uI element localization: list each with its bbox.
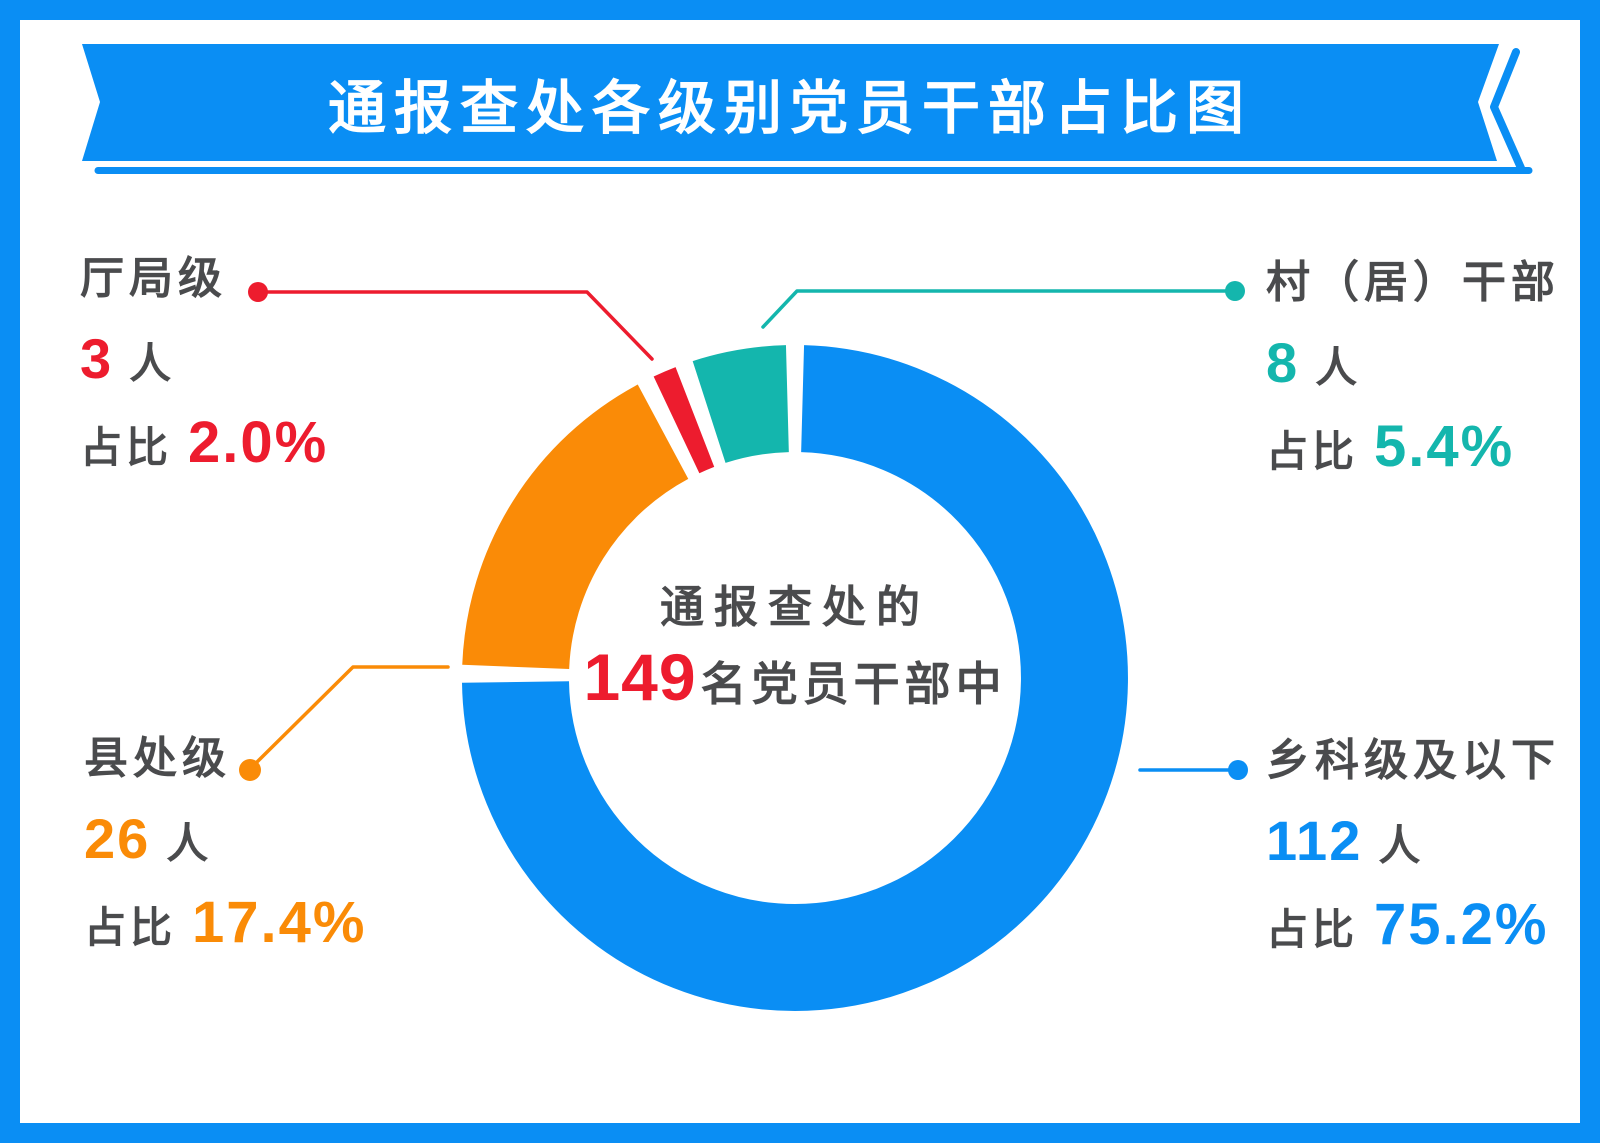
callout-xianchuji: 县处级 26 人 占比 17.4% — [84, 732, 366, 961]
callout-pct: 75.2% — [1374, 892, 1549, 957]
leader-blue — [1138, 760, 1248, 780]
center-total-number: 149 — [583, 640, 697, 714]
callout-unit: 人 — [1315, 344, 1358, 391]
donut-center-label: 通报查处的 149名党员干部中 — [495, 582, 1095, 719]
callout-name: 厅局级 — [80, 254, 227, 303]
title-banner — [82, 44, 1533, 174]
leader-red — [248, 282, 654, 361]
leader-dot-orange — [239, 759, 261, 781]
leader-teal — [761, 281, 1245, 329]
callout-count-row: 112 人 — [1266, 809, 1560, 878]
callout-pct: 2.0% — [188, 410, 329, 475]
callout-unit: 人 — [129, 340, 172, 387]
callout-unit: 人 — [1378, 822, 1421, 869]
callout-count: 26 — [84, 807, 151, 870]
page-title: 通报查处各级别党员干部占比图 — [327, 75, 1252, 141]
center-total-line: 149名党员干部中 — [495, 642, 1095, 719]
callout-pct-row: 占比 5.4% — [1266, 414, 1560, 485]
callout-count-row: 8 人 — [1266, 331, 1560, 400]
callout-xiangkeji: 乡科级及以下 112 人 占比 75.2% — [1266, 734, 1560, 963]
callout-count: 8 — [1266, 331, 1300, 394]
callout-pct-row: 占比 75.2% — [1266, 892, 1560, 963]
center-intro: 通报查处的 — [660, 583, 930, 632]
callout-tingjuji: 厅局级 3 人 占比 2.0% — [80, 252, 328, 481]
callout-count: 112 — [1266, 809, 1363, 872]
callout-cunju-ganbu: 村（居）干部 8 人 占比 5.4% — [1266, 256, 1560, 485]
callout-count-row: 26 人 — [84, 807, 366, 876]
center-suffix: 名党员干部中 — [700, 658, 1007, 710]
leader-dot-blue — [1228, 760, 1248, 780]
callout-pct: 5.4% — [1374, 414, 1515, 479]
callout-name: 县处级 — [84, 734, 231, 783]
callout-count: 3 — [80, 327, 114, 390]
callout-pct-row: 占比 17.4% — [84, 890, 366, 961]
banner-chevron-tail — [1490, 48, 1525, 172]
leader-line-teal — [761, 289, 1227, 329]
donut-segment-2 — [653, 367, 715, 474]
callout-pct: 17.4% — [192, 890, 367, 955]
donut-segment-0 — [462, 345, 1128, 1011]
callout-pct-label: 占比 — [1266, 906, 1359, 953]
callout-pct-label: 占比 — [84, 904, 177, 951]
leader-orange — [239, 665, 450, 781]
banner-ribbon — [82, 44, 1499, 161]
callout-name: 村（居）干部 — [1266, 258, 1560, 307]
donut-segment-1 — [462, 384, 690, 671]
callout-pct-label: 占比 — [80, 424, 173, 471]
leader-dot-teal — [1225, 281, 1245, 301]
leader-dot-red — [248, 282, 268, 302]
callout-unit: 人 — [166, 820, 209, 867]
leader-line-orange — [255, 665, 450, 764]
donut-segment-3 — [692, 345, 791, 464]
callout-pct-label: 占比 — [1266, 428, 1359, 475]
callout-count-row: 3 人 — [80, 327, 328, 396]
callout-pct-row: 占比 2.0% — [80, 410, 328, 481]
donut-arcs — [462, 345, 1128, 1011]
leader-line-red — [266, 290, 654, 361]
callout-name: 乡科级及以下 — [1266, 736, 1560, 785]
